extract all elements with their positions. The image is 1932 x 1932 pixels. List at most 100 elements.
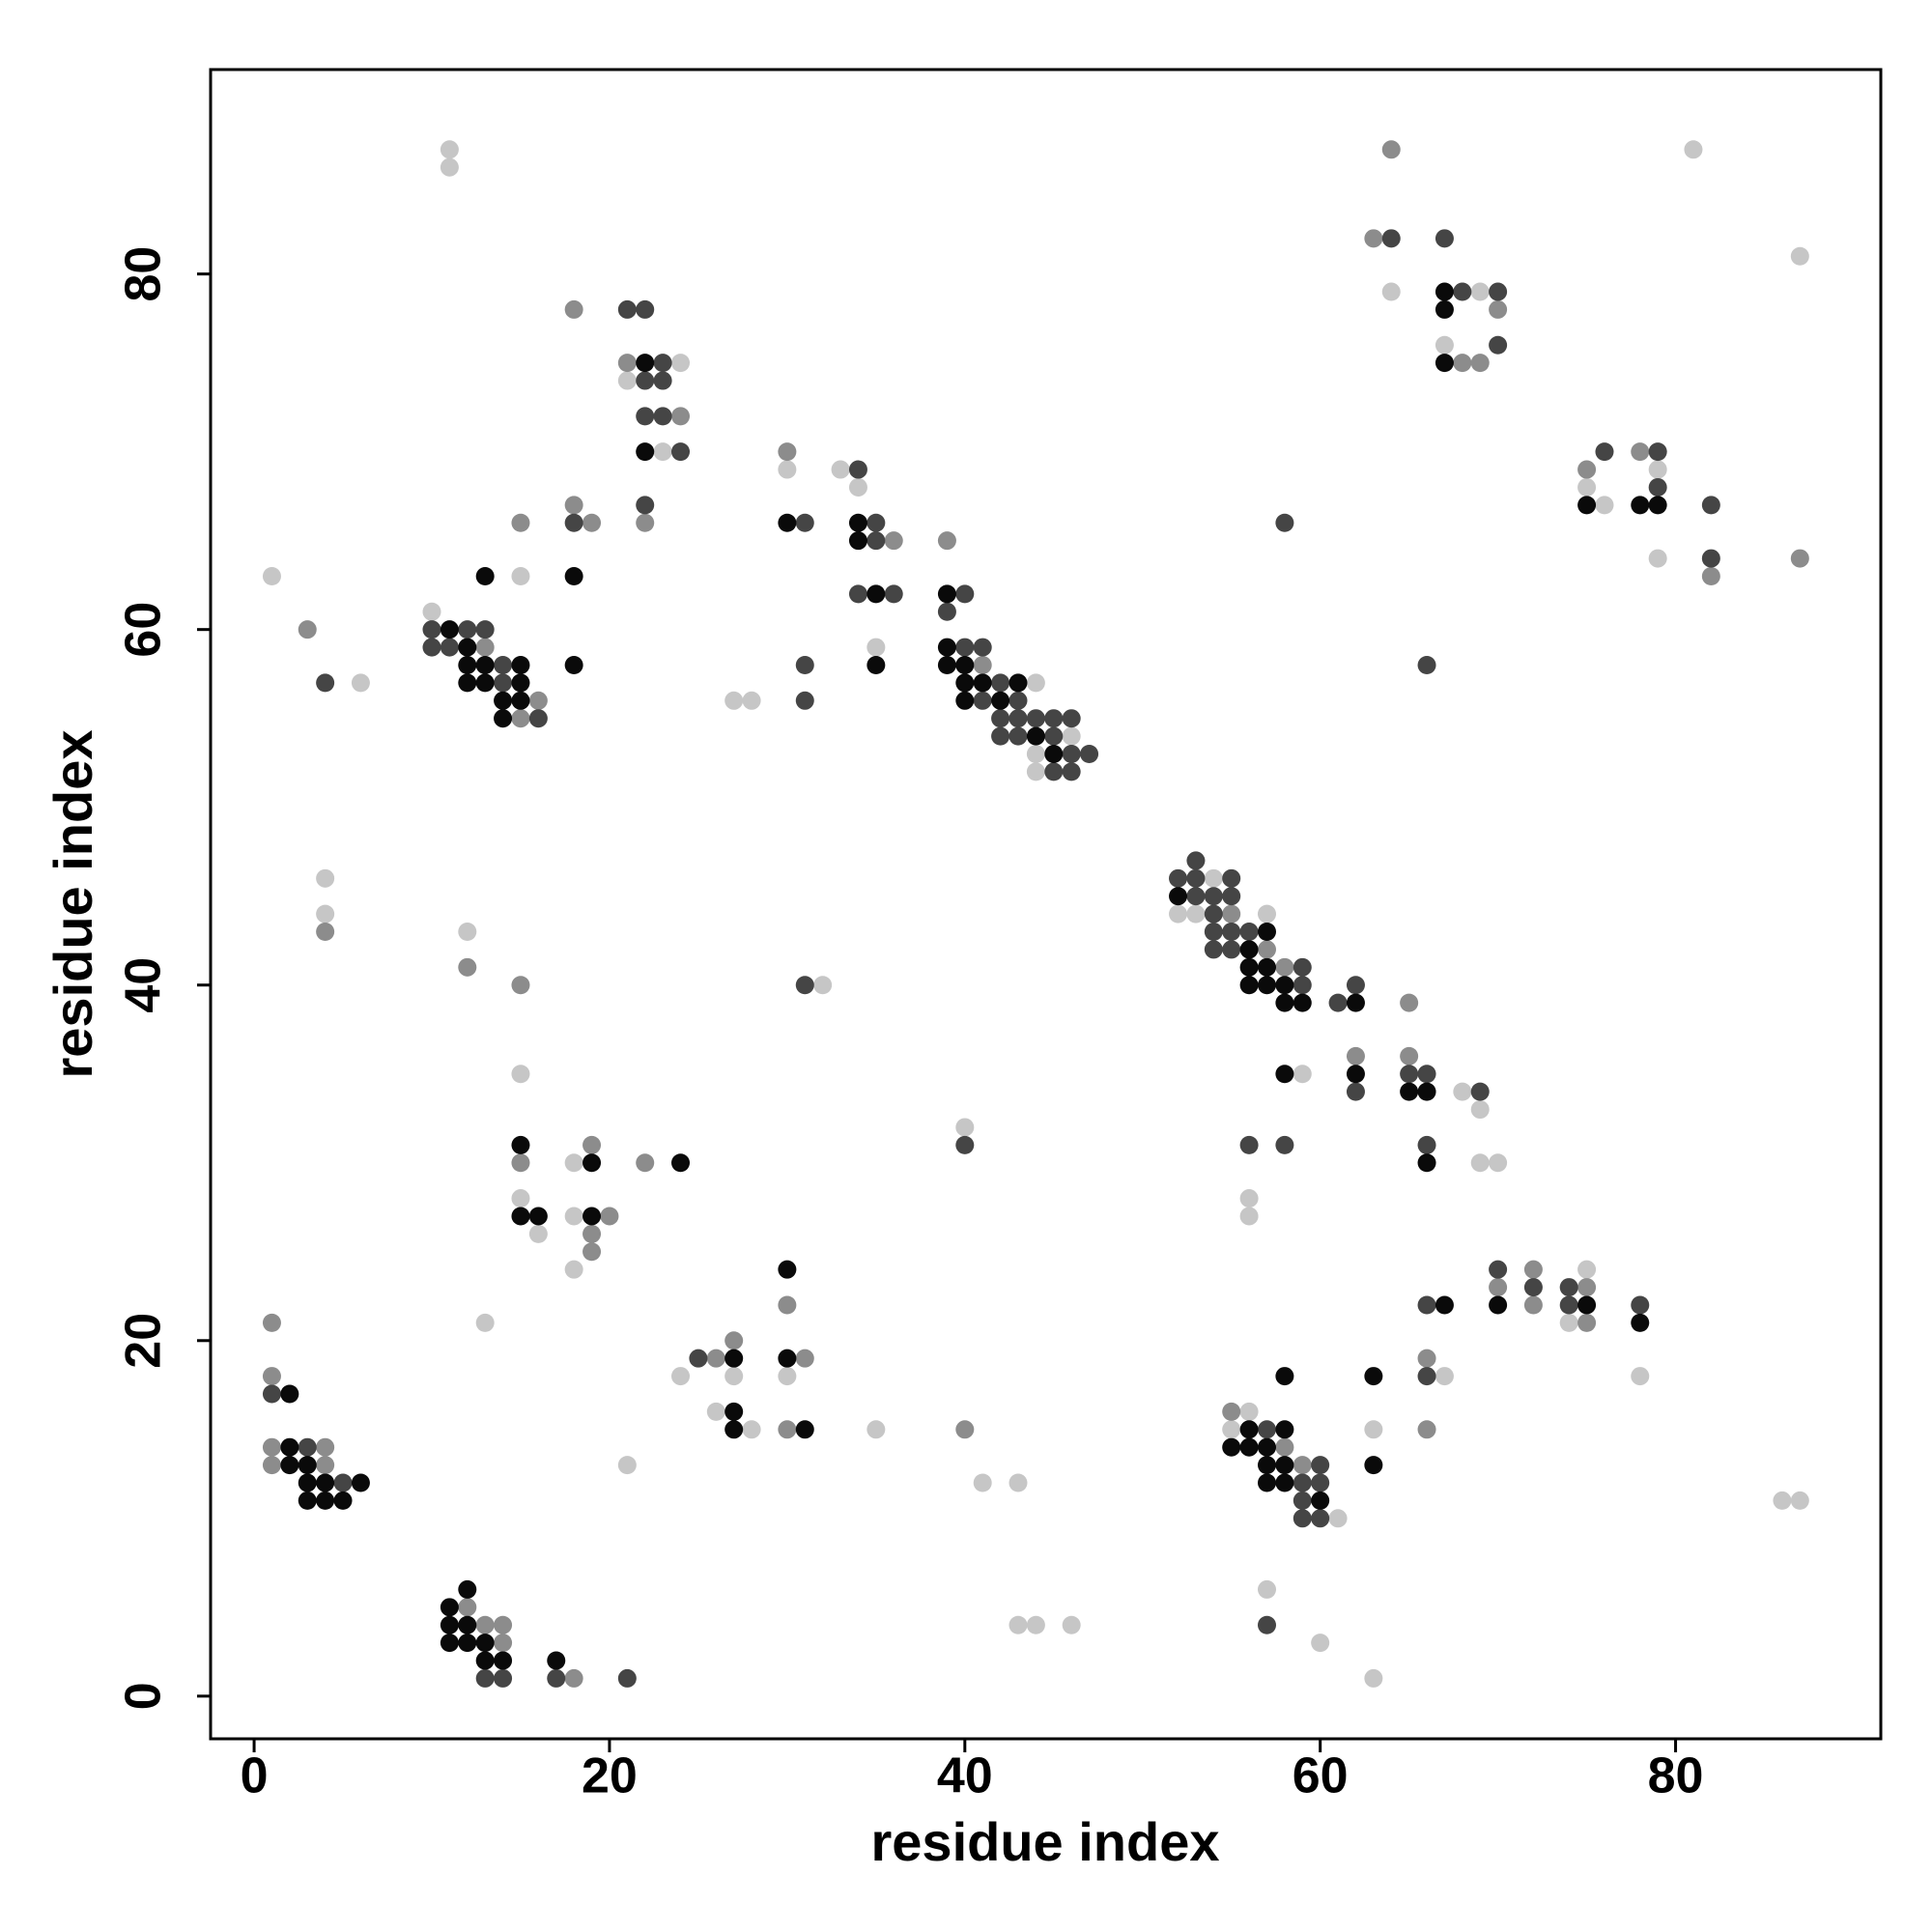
point	[511, 566, 530, 585]
point	[671, 354, 691, 373]
point	[1062, 709, 1081, 728]
point	[1258, 940, 1277, 959]
point	[1239, 1189, 1259, 1208]
point	[1400, 993, 1419, 1012]
point	[1701, 566, 1720, 585]
point	[1275, 1437, 1294, 1457]
point	[795, 513, 814, 532]
point	[1186, 851, 1206, 870]
point	[653, 442, 672, 462]
point	[494, 1615, 513, 1634]
point	[422, 602, 441, 621]
point	[1381, 229, 1401, 248]
point	[316, 923, 335, 942]
point	[1239, 940, 1259, 959]
point	[475, 1634, 495, 1653]
point	[475, 1668, 495, 1688]
point	[564, 566, 583, 585]
point	[1026, 709, 1045, 728]
point	[1417, 1349, 1436, 1368]
point	[280, 1384, 299, 1404]
point	[1648, 496, 1667, 515]
point	[564, 1207, 583, 1226]
point	[316, 673, 335, 693]
point	[1648, 442, 1667, 462]
point	[848, 460, 867, 479]
point	[1435, 1367, 1454, 1386]
point	[511, 709, 530, 728]
point	[1577, 477, 1597, 497]
point	[706, 1349, 725, 1368]
point	[511, 1135, 530, 1154]
point	[298, 1437, 317, 1457]
point	[1790, 1491, 1809, 1510]
point	[1417, 1153, 1436, 1173]
point	[1435, 282, 1454, 301]
point	[1062, 744, 1081, 763]
point	[1239, 1437, 1259, 1457]
point	[1062, 726, 1081, 746]
point	[1364, 1420, 1383, 1439]
point	[494, 655, 513, 674]
point	[1062, 762, 1081, 781]
x-tick-label: 80	[1648, 1748, 1704, 1804]
point	[1489, 335, 1508, 355]
point	[547, 1651, 566, 1670]
point	[1328, 1509, 1348, 1528]
point	[1417, 655, 1436, 674]
point	[1577, 1313, 1597, 1332]
point	[582, 1242, 602, 1262]
point	[848, 584, 867, 604]
point	[511, 691, 530, 710]
point	[1275, 513, 1294, 532]
point	[671, 1153, 691, 1173]
point	[564, 496, 583, 515]
point	[1435, 335, 1454, 355]
point	[1381, 282, 1401, 301]
point	[617, 354, 637, 373]
point	[1400, 1046, 1419, 1065]
x-tick-label: 20	[582, 1748, 638, 1804]
point	[955, 1135, 975, 1154]
point	[1631, 496, 1650, 515]
point	[1239, 1420, 1259, 1439]
point	[1293, 976, 1312, 995]
point	[1470, 282, 1490, 301]
point	[795, 655, 814, 674]
point	[1258, 957, 1277, 977]
point	[1701, 549, 1720, 568]
point	[494, 691, 513, 710]
point	[1258, 1420, 1277, 1439]
point	[1311, 1473, 1330, 1492]
point	[955, 1118, 975, 1137]
point	[1062, 1615, 1081, 1634]
point	[973, 691, 992, 710]
point	[1364, 1456, 1383, 1475]
point	[458, 1579, 477, 1599]
point	[653, 371, 672, 390]
point	[778, 442, 797, 462]
point	[494, 673, 513, 693]
point	[848, 531, 867, 551]
point	[458, 1598, 477, 1617]
point	[1186, 887, 1206, 906]
point	[1595, 496, 1614, 515]
point	[1684, 140, 1703, 159]
point	[671, 1367, 691, 1386]
point	[867, 584, 886, 604]
point	[1186, 868, 1206, 888]
point	[440, 157, 459, 177]
point	[440, 638, 459, 657]
point	[1204, 940, 1223, 959]
point	[778, 1295, 797, 1315]
point	[458, 620, 477, 639]
point	[1470, 1153, 1490, 1173]
point	[991, 673, 1010, 693]
point	[795, 1420, 814, 1439]
point	[1222, 904, 1241, 923]
y-tick-label: 40	[116, 957, 172, 1013]
y-tick-label: 60	[116, 602, 172, 658]
point	[636, 1153, 655, 1173]
point	[511, 976, 530, 995]
point	[636, 513, 655, 532]
